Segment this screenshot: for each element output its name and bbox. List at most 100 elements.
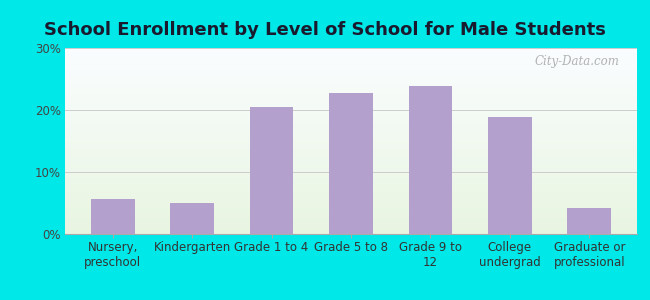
Bar <box>65 136 637 137</box>
Bar <box>65 151 637 152</box>
Bar <box>65 69 637 70</box>
Bar <box>65 216 637 217</box>
Bar <box>65 129 637 130</box>
Bar <box>65 113 637 114</box>
Bar <box>65 112 637 113</box>
Bar <box>65 204 637 205</box>
Bar <box>65 127 637 128</box>
Bar <box>65 217 637 218</box>
Bar <box>65 67 637 68</box>
Bar <box>65 79 637 80</box>
Bar <box>65 167 637 168</box>
Bar <box>65 163 637 164</box>
Bar <box>65 103 637 104</box>
Bar <box>65 198 637 199</box>
Bar <box>65 192 637 193</box>
Bar <box>65 195 637 196</box>
Bar <box>65 62 637 63</box>
Bar <box>65 176 637 177</box>
Bar <box>65 124 637 125</box>
Text: City-Data.com: City-Data.com <box>535 56 620 68</box>
Bar <box>65 220 637 221</box>
Bar <box>329 93 373 234</box>
Bar <box>65 165 637 166</box>
Bar <box>65 108 637 110</box>
Bar <box>65 215 637 216</box>
Bar <box>91 199 135 234</box>
Bar <box>65 52 637 53</box>
Bar <box>65 57 637 58</box>
Bar <box>65 143 637 144</box>
Bar <box>65 84 637 85</box>
Bar <box>65 160 637 161</box>
Bar <box>65 228 637 229</box>
Bar <box>65 218 637 219</box>
Bar <box>65 214 637 215</box>
Bar <box>65 65 637 66</box>
Bar <box>65 93 637 94</box>
Bar <box>65 149 637 150</box>
Bar <box>65 185 637 186</box>
Bar <box>65 181 637 182</box>
Bar <box>65 199 637 200</box>
Bar <box>65 194 637 195</box>
Bar <box>65 229 637 230</box>
Bar <box>65 160 637 161</box>
Bar <box>65 134 637 135</box>
Bar <box>65 200 637 202</box>
Bar <box>65 147 637 148</box>
Bar <box>65 159 637 160</box>
Bar <box>65 48 637 49</box>
Bar <box>65 59 637 60</box>
Bar <box>65 208 637 209</box>
Bar <box>65 54 637 55</box>
Bar <box>65 92 637 93</box>
Bar <box>65 140 637 141</box>
Bar <box>65 119 637 120</box>
Bar <box>65 133 637 134</box>
Bar <box>65 56 637 57</box>
Bar <box>65 202 637 203</box>
Bar <box>65 139 637 140</box>
Bar <box>65 173 637 175</box>
Bar <box>65 50 637 51</box>
Bar <box>65 225 637 226</box>
Bar <box>65 162 637 163</box>
Bar <box>65 68 637 69</box>
Bar <box>65 144 637 145</box>
Bar <box>65 115 637 116</box>
Bar <box>488 117 532 234</box>
Bar <box>65 213 637 214</box>
Bar <box>65 161 637 162</box>
Bar <box>65 116 637 117</box>
Bar <box>65 145 637 146</box>
Bar <box>65 231 637 232</box>
Bar <box>65 166 637 167</box>
Bar <box>65 70 637 71</box>
Bar <box>65 104 637 105</box>
Bar <box>567 208 611 234</box>
Bar <box>65 230 637 231</box>
Bar <box>65 211 637 212</box>
Bar <box>65 120 637 121</box>
Bar <box>65 170 637 171</box>
Bar <box>65 158 637 159</box>
Bar <box>65 90 637 91</box>
Bar <box>65 123 637 124</box>
Bar <box>65 114 637 115</box>
Bar <box>65 202 637 203</box>
Bar <box>65 78 637 79</box>
Bar <box>65 100 637 101</box>
Bar <box>65 209 637 210</box>
Bar <box>65 177 637 178</box>
Bar <box>65 51 637 52</box>
Bar <box>65 61 637 62</box>
Bar <box>65 190 637 191</box>
Bar <box>65 88 637 89</box>
Bar <box>65 94 637 95</box>
Bar <box>65 232 637 233</box>
Bar <box>65 168 637 169</box>
Bar <box>65 89 637 90</box>
Bar <box>65 233 637 234</box>
Bar <box>65 179 637 180</box>
